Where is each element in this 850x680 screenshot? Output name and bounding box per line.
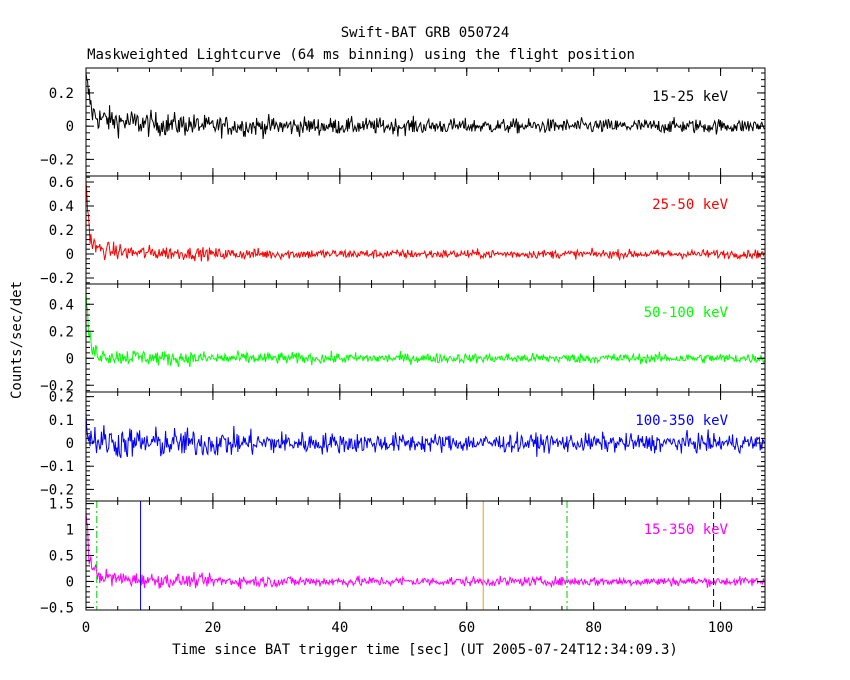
x-tick-label: 0 — [82, 620, 90, 636]
y-tick-label: 0.2 — [49, 324, 74, 340]
y-tick-label: −0.2 — [40, 482, 74, 498]
panel-3: 0.4 0.2 0 −0.2 50-100 keV — [40, 283, 766, 394]
y-tick-label: 1.5 — [49, 497, 74, 513]
y-tick-label: 0.2 — [49, 86, 74, 102]
lightcurve-series-4 — [85, 412, 765, 459]
panel-2: 0.6 0.4 0.2 0 −0.2 25-50 keV — [40, 175, 766, 287]
x-tick-label: 60 — [458, 620, 475, 636]
x-tick-label: 20 — [204, 620, 221, 636]
band-label: 50-100 keV — [644, 305, 729, 321]
y-tick-label: 0.4 — [49, 199, 74, 215]
y-tick-label: −0.2 — [40, 378, 74, 394]
y-tick-label: −0.1 — [40, 459, 74, 475]
panel-frame — [85, 175, 766, 285]
band-label: 100-350 keV — [635, 413, 728, 429]
figure-subtitle: Maskweighted Lightcurve (64 ms binning) … — [87, 47, 635, 63]
y-tick-label: 0 — [66, 351, 74, 367]
lightcurve-series-1 — [85, 72, 765, 139]
y-tick-label: 0.1 — [49, 413, 74, 429]
figure-title: Swift-BAT GRB 050724 — [341, 25, 510, 41]
lightcurve-series-5 — [85, 511, 765, 590]
x-axis-label: Time since BAT trigger time [sec] (UT 20… — [172, 642, 678, 658]
y-tick-label: 0.5 — [49, 549, 74, 565]
y-tick-label: 0 — [66, 247, 74, 263]
panels-group: 0.2 0 −0.2 15-25 keV 0.6 0.4 0.2 0 −0.2 25-50 keV… — [40, 67, 766, 636]
lightcurve-series-3 — [85, 291, 765, 368]
panel-1: 0.2 0 −0.2 15-25 keV — [40, 67, 766, 177]
y-axis-label: Counts/sec/det — [9, 281, 25, 399]
band-label: 25-50 keV — [652, 197, 728, 213]
y-tick-label: 0.2 — [49, 390, 74, 406]
y-tick-label: 1 — [66, 523, 74, 539]
x-tick-label: 40 — [331, 620, 348, 636]
band-label: 15-350 keV — [644, 522, 729, 538]
lightcurve-series-2 — [85, 181, 765, 262]
x-tick-label: 100 — [708, 620, 733, 636]
y-tick-label: −0.5 — [40, 600, 74, 616]
panel-frame — [85, 67, 766, 177]
y-tick-label: 0 — [66, 119, 74, 135]
y-tick-label: 0.4 — [49, 297, 74, 313]
panel-4: 0.2 0.1 0 −0.1 −0.2 100-350 keV — [40, 390, 766, 502]
panel-frame — [85, 283, 766, 393]
band-label: 15-25 keV — [652, 89, 728, 105]
panel-frame — [85, 500, 766, 611]
y-tick-label: 0.2 — [49, 223, 74, 239]
y-tick-label: 0 — [66, 436, 74, 452]
x-tick-label: 80 — [585, 620, 602, 636]
y-tick-label: 0.6 — [49, 175, 74, 191]
panel-5: 1.5 1 0.5 0 −0.5 15-350 keV — [40, 497, 766, 616]
y-tick-label: −0.2 — [40, 152, 74, 168]
y-tick-label: 0 — [66, 574, 74, 590]
y-tick-label: −0.2 — [40, 271, 74, 287]
